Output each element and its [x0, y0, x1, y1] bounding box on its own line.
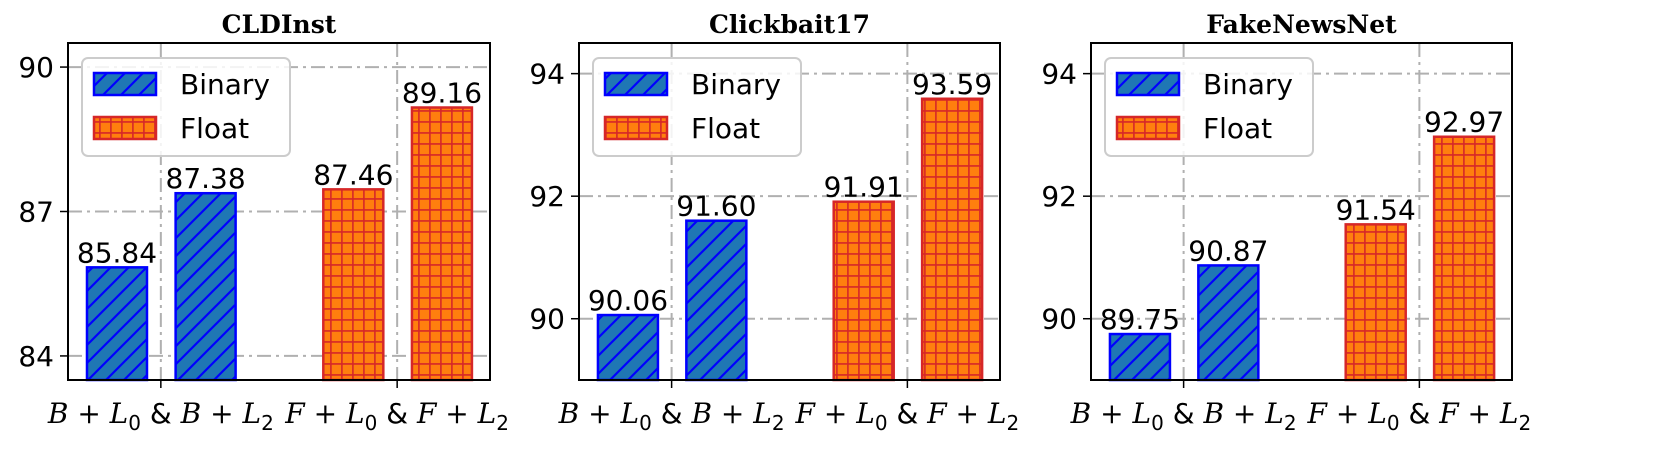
legend: Binary Float — [592, 57, 802, 157]
y-tick-label: 90 — [18, 51, 54, 84]
chart-panel-fakenewsnet: FakeNewsNet 90 92 94 89.75 90.87 91.54 92.97 B +… — [1041, 10, 1531, 435]
chart-title: FakeNewsNet — [1206, 10, 1397, 39]
chart-panel-cldinst: CLDInst 84 87 90 85.84 87.38 87.46 89.16 B + L0 … — [18, 10, 509, 435]
bar-f-l0 — [322, 188, 385, 382]
y-tick-label: 94 — [529, 58, 565, 91]
bar-value-label: 91.91 — [824, 171, 904, 204]
y-tick-label: 87 — [18, 196, 54, 229]
bar-f-l2 — [410, 106, 474, 382]
bar-value-label: 89.75 — [1100, 303, 1180, 336]
x-tick-label: F + L0 & F + L2 — [1307, 397, 1532, 435]
y-tick-label: 94 — [1041, 58, 1077, 91]
legend-swatch-binary — [92, 71, 158, 97]
legend-label-float: Float — [691, 112, 760, 145]
chart-title: Clickbait17 — [709, 10, 870, 39]
x-tick-label: B + L0 & B + L2 — [1070, 397, 1297, 435]
legend-label-binary: Binary — [691, 68, 781, 101]
x-tick-label: B + L0 & B + L2 — [558, 397, 785, 435]
legend-swatch-float — [92, 115, 158, 141]
plot-frame — [1090, 42, 1513, 381]
plot-frame — [67, 42, 491, 381]
x-tick-label: F + L0 & F + L2 — [284, 397, 509, 435]
bar-f-l0 — [1344, 223, 1407, 382]
chart-panel-clickbait17: Clickbait17 90 92 94 90.06 91.60 91.91 93.59 B +… — [529, 10, 1019, 435]
bar-value-label: 93.59 — [912, 68, 992, 101]
bar-value-label: 91.60 — [676, 190, 756, 223]
plot-frame — [578, 42, 1001, 381]
bar-b-l2 — [174, 191, 237, 382]
chart-title: CLDInst — [222, 10, 337, 39]
legend-swatch-float — [603, 115, 669, 141]
bar-value-label: 87.38 — [166, 162, 246, 195]
bar-b-l0 — [596, 313, 660, 382]
legend: Binary Float — [1104, 57, 1314, 157]
bar-value-label: 89.16 — [402, 77, 482, 110]
legend-label-binary: Binary — [1203, 68, 1293, 101]
y-tick-label: 92 — [529, 180, 565, 213]
x-tick-label: F + L0 & F + L2 — [795, 397, 1020, 435]
y-tick-label: 92 — [1041, 180, 1077, 213]
legend-label-binary: Binary — [180, 68, 270, 101]
bar-b-l0 — [1108, 332, 1172, 382]
y-tick-label: 84 — [18, 340, 54, 373]
bar-f-l2 — [1432, 135, 1496, 382]
y-tick-label: 90 — [1041, 303, 1077, 336]
bar-b-l2 — [1197, 264, 1260, 382]
bar-value-label: 85.84 — [77, 236, 157, 269]
x-tick-label: B + L0 & B + L2 — [47, 397, 274, 435]
bar-value-label: 91.54 — [1336, 193, 1416, 226]
bar-b-l2 — [685, 219, 748, 382]
legend-swatch-binary — [1115, 71, 1181, 97]
bar-value-label: 92.97 — [1424, 106, 1504, 139]
legend-label-float: Float — [1203, 112, 1272, 145]
bar-value-label: 87.46 — [313, 158, 393, 191]
legend-swatch-float — [1115, 115, 1181, 141]
bar-value-label: 90.06 — [588, 284, 668, 317]
bar-f-l2 — [920, 97, 984, 382]
bar-value-label: 90.87 — [1188, 234, 1268, 267]
bar-b-l0 — [85, 266, 149, 382]
bar-f-l0 — [832, 200, 895, 382]
y-tick-label: 90 — [529, 303, 565, 336]
legend-label-float: Float — [180, 112, 249, 145]
legend-swatch-binary — [603, 71, 669, 97]
legend: Binary Float — [81, 57, 291, 157]
